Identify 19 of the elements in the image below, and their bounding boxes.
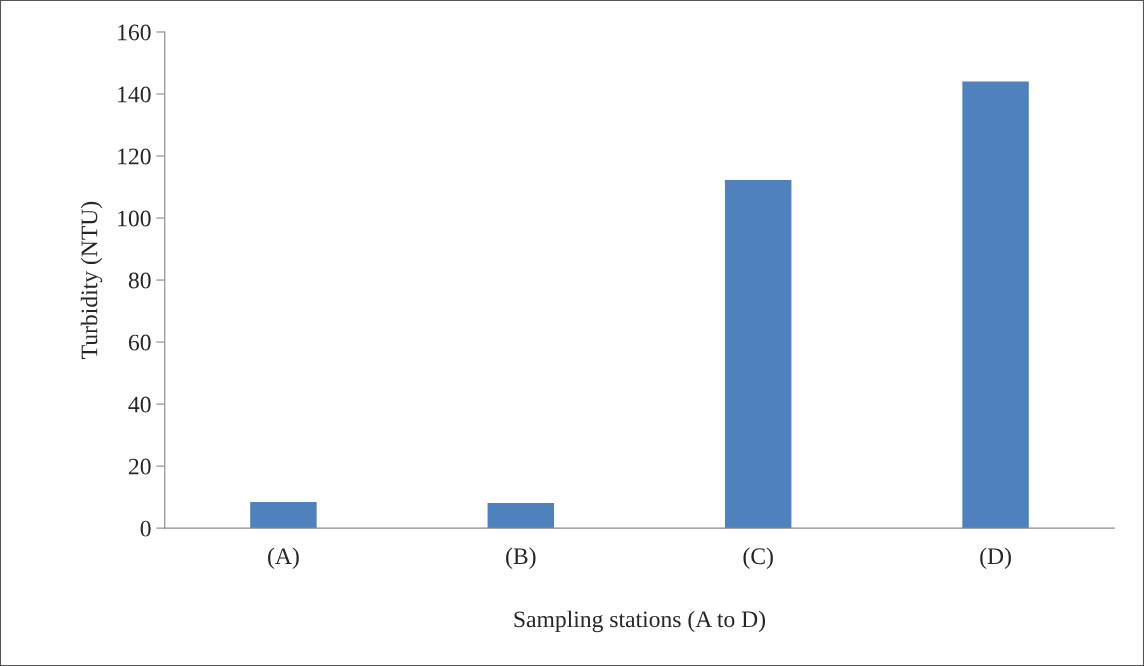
- y-tick-label: 40: [128, 396, 151, 413]
- bar: [487, 503, 555, 529]
- x-tick-label: (A): [268, 547, 299, 569]
- bar: [724, 179, 792, 529]
- x-tick-label: (D): [980, 547, 1011, 569]
- y-tick-label: 100: [118, 210, 151, 227]
- y-tick-label: 140: [118, 86, 151, 103]
- x-axis-title: Sampling stations (A to D): [514, 610, 766, 633]
- y-tick-label: 80: [128, 272, 151, 289]
- x-tick-label: (C): [743, 547, 773, 569]
- bar: [250, 502, 317, 529]
- bar: [962, 81, 1029, 529]
- y-tick-label: 20: [128, 458, 151, 475]
- y-tick-label: 0: [140, 520, 151, 537]
- y-axis-title: Turbidity (NTU): [80, 201, 103, 359]
- y-tick-label: 120: [118, 148, 151, 165]
- y-tick-label: 60: [128, 334, 151, 351]
- x-tick-label: (B): [506, 547, 536, 569]
- y-tick-label: 160: [118, 24, 151, 41]
